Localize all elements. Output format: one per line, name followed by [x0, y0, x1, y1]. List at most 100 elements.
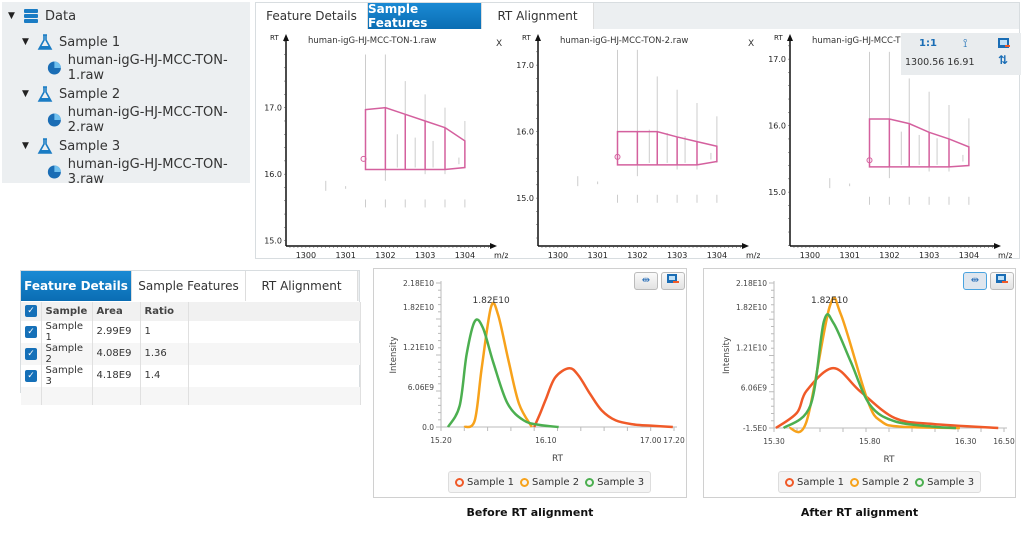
series-line-sample-1[interactable]	[533, 366, 673, 429]
series-line-sample-3[interactable]	[782, 312, 957, 430]
y-tick-label: 17.0	[768, 55, 786, 64]
x-tick-label: 16.50	[993, 437, 1015, 446]
x-axis-arrow-icon	[490, 243, 497, 249]
y-tick-label: 16.0	[768, 122, 786, 131]
column-sample[interactable]: Sample	[41, 302, 93, 321]
expand-arrow-icon[interactable]: ▼	[22, 89, 29, 99]
y-tick-label: 15.0	[768, 188, 786, 197]
row-checkbox[interactable]: ✓	[25, 347, 37, 360]
tree-item-sample[interactable]: ▼ Sample 2	[22, 83, 120, 105]
series-line-sample-1[interactable]	[775, 366, 999, 430]
tab-sample-features[interactable]: Sample Features	[368, 2, 482, 30]
export-image-button[interactable]	[661, 272, 685, 290]
feature-marker[interactable]	[866, 157, 873, 164]
close-plot-button[interactable]: X	[496, 39, 502, 49]
pie-chart-icon	[47, 113, 61, 127]
cell-area: 2.99E9	[92, 320, 141, 343]
feature-map-plot[interactable]: 1300 1301 1302 1303 1304 15.0 16.0 17.0 m/z RT hum…	[762, 31, 1012, 259]
x-tick-label: 15.80	[859, 437, 881, 446]
legend-item[interactable]: Sample 3	[585, 477, 644, 488]
tab-rt-alignment[interactable]: RT Alignment	[246, 271, 358, 301]
x-tick-label: 1302	[879, 251, 899, 259]
close-plot-button[interactable]: X	[748, 39, 754, 49]
tree-item-sample[interactable]: ▼ Sample 1	[22, 31, 120, 53]
column-ratio[interactable]: Ratio	[140, 302, 189, 321]
chromatogram-plot[interactable]: -1.5E0 6.06E9 1.21E10 1.82E10 2.18E10 15.30 15…	[704, 269, 1017, 469]
x-tick-label: 16.30	[955, 437, 977, 446]
table-row[interactable]: ✓ Sample 2 4.08E9 1.36	[21, 342, 361, 365]
tab-feature-details[interactable]: Feature Details	[21, 271, 132, 301]
series-line-sample-3[interactable]	[446, 318, 559, 429]
y-axis-label: RT	[774, 34, 783, 42]
legend-item[interactable]: Sample 1	[785, 477, 844, 488]
tree-item-file[interactable]: human-igG-HJ-MCC-TON-3.raw	[46, 157, 250, 187]
legend-label: Sample 1	[797, 476, 845, 488]
y-axis-arrow-icon	[283, 34, 289, 41]
table-row[interactable]: ✓ Sample 1 2.99E9 1	[21, 320, 361, 343]
legend-marker-icon	[785, 477, 794, 487]
y-axis-label: RT	[522, 34, 531, 42]
y-tick-label: 1.21E10	[403, 343, 434, 352]
legend-item[interactable]: Sample 1	[455, 477, 514, 488]
legend-marker-icon	[520, 477, 530, 487]
flask-icon	[37, 138, 53, 154]
chart-caption: Before RT alignment	[466, 506, 594, 519]
x-tick-label: 1303	[667, 251, 687, 259]
x-tick-label: 1301	[839, 251, 859, 259]
plot-toolbar-overlay: 1:1 ⟟ 1300.56 16.91 ⇅	[901, 33, 1021, 75]
sort-icon[interactable]: ⇅	[998, 53, 1009, 67]
row-checkbox[interactable]: ✓	[25, 325, 37, 338]
y-tick-label: 2.18E10	[403, 279, 434, 288]
select-all-checkbox[interactable]: ✓	[25, 305, 37, 318]
feature-outline[interactable]	[616, 130, 718, 166]
x-tick-label: 1302	[375, 251, 395, 259]
cell-sample: Sample 3	[41, 364, 93, 387]
database-icon	[24, 9, 38, 23]
expand-arrow-icon[interactable]: ▼	[22, 37, 29, 47]
export-image-icon[interactable]	[997, 37, 1011, 50]
row-checkbox[interactable]: ✓	[25, 369, 37, 382]
tree-item-data[interactable]: ▼ Data	[8, 5, 76, 27]
after-alignment-chart: -1.5E0 6.06E9 1.21E10 1.82E10 2.18E10 15.30 15…	[703, 268, 1016, 498]
expand-arrow-icon[interactable]: ▼	[22, 141, 29, 151]
x-axis-label: RT	[552, 454, 564, 464]
ratio-button[interactable]: 1:1	[919, 38, 937, 49]
feature-map-plot[interactable]: 1300 1301 1302 1303 1304 15.0 16.0 17.0 m/z RT hum…	[258, 31, 508, 259]
tree-label: Sample 1	[59, 34, 121, 50]
column-area[interactable]: Area	[92, 302, 141, 321]
export-image-button[interactable]	[990, 272, 1014, 290]
tree-item-file[interactable]: human-igG-HJ-MCC-TON-1.raw	[46, 53, 250, 83]
series-line-sample-2[interactable]	[463, 301, 533, 429]
tab-sample-features[interactable]: Sample Features	[132, 271, 246, 301]
flask-icon	[37, 34, 53, 50]
legend-label: Sample 3	[597, 476, 645, 488]
tree-label: human-igG-HJ-MCC-TON-3.raw	[67, 157, 228, 187]
legend-item[interactable]: Sample 3	[915, 477, 974, 488]
feature-table: ✓ Sample Area Ratio ✓ Sample 1 2.99E9 1 …	[21, 302, 361, 405]
axis-reset-icon[interactable]: ⟟	[963, 36, 968, 50]
cell-sample: Sample 2	[41, 342, 93, 365]
tree-label: human-igG-HJ-MCC-TON-2.raw	[67, 105, 228, 135]
feature-map-plot[interactable]: 1300 1301 1302 1303 1304 15.0 16.0 17.0 m/z RT hum…	[510, 31, 760, 259]
expand-arrow-icon[interactable]: ▼	[8, 11, 15, 21]
feature-marker[interactable]	[360, 155, 367, 162]
tab-rt-alignment[interactable]: RT Alignment	[482, 3, 594, 29]
tree-item-file[interactable]: human-igG-HJ-MCC-TON-2.raw	[46, 105, 250, 135]
tab-feature-details[interactable]: Feature Details	[256, 3, 368, 29]
align-toggle-button[interactable]: ⇹	[963, 272, 987, 290]
legend-item[interactable]: Sample 2	[850, 477, 909, 488]
x-tick-label: 1304	[455, 251, 475, 259]
align-toggle-button[interactable]: ⇹	[634, 272, 658, 290]
y-tick-label: 15.0	[264, 237, 282, 246]
feature-marker[interactable]	[614, 153, 621, 160]
x-tick-label: 1300	[800, 251, 820, 259]
chromatogram-plot[interactable]: 0.0 6.06E9 1.21E10 1.82E10 2.18E10 15.20 16.10…	[374, 269, 688, 469]
y-tick-label: 17.0	[264, 104, 282, 113]
bottom-tab-bar: Feature Details Sample Features RT Align…	[21, 271, 359, 301]
tree-label: human-igG-HJ-MCC-TON-1.raw	[67, 53, 228, 83]
tree-item-sample[interactable]: ▼ Sample 3	[22, 135, 120, 157]
tree-label: Sample 3	[59, 138, 121, 154]
table-row[interactable]: ✓ Sample 3 4.18E9 1.4	[21, 364, 361, 387]
cell-sample: Sample 1	[41, 320, 93, 343]
legend-item[interactable]: Sample 2	[520, 477, 579, 488]
